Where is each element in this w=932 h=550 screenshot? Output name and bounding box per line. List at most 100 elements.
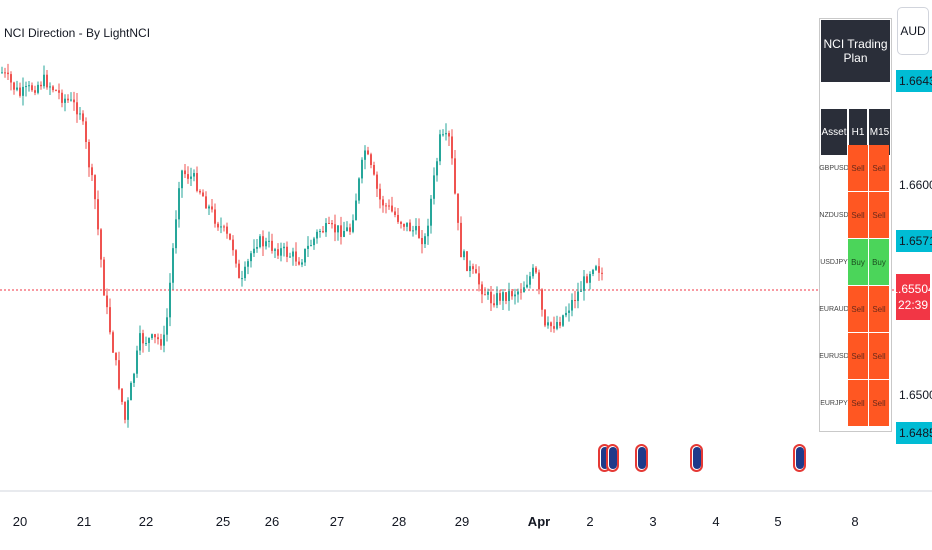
candle-body: [457, 193, 459, 223]
candle-body: [109, 307, 111, 333]
candle-body: [322, 230, 324, 233]
candle-body: [406, 222, 408, 227]
asset-label: GBPUSD: [819, 164, 849, 172]
candle-body: [280, 248, 282, 256]
candle-body: [433, 175, 435, 199]
candle-body: [55, 90, 57, 92]
price-tag-top: 1.66431: [896, 70, 932, 92]
candle-body: [301, 262, 303, 265]
candle-body: [43, 74, 45, 87]
candle-body: [490, 291, 492, 304]
flag-icon[interactable]: [635, 444, 648, 472]
currency-button[interactable]: AUD: [897, 7, 929, 55]
candle-body: [115, 352, 117, 361]
asset-label: EURJPY: [820, 399, 848, 407]
candle-body: [214, 209, 216, 224]
signal-m15: Sell: [869, 192, 889, 238]
flag-icon[interactable]: [793, 444, 806, 472]
asset-label: USDJPY: [820, 258, 848, 266]
candle-body: [328, 223, 330, 225]
candle-body: [478, 273, 480, 285]
candle-body: [331, 223, 333, 225]
candle-body: [262, 236, 264, 247]
flag-icon[interactable]: [606, 444, 619, 472]
candle-body: [346, 227, 348, 231]
candle-body: [31, 85, 33, 91]
candle-body: [7, 72, 9, 75]
candle-body: [415, 226, 417, 231]
candle-body: [319, 230, 321, 232]
flag-icon[interactable]: [690, 444, 703, 472]
candle-body: [217, 223, 219, 228]
candle-body: [448, 133, 450, 137]
candle-body: [25, 86, 27, 88]
candle-body: [286, 246, 288, 257]
candle-body: [529, 276, 531, 285]
candle-body: [511, 291, 513, 297]
candle-body: [223, 226, 225, 228]
candle-body: [571, 299, 573, 311]
candle-body: [385, 205, 387, 207]
candle-body: [598, 266, 600, 273]
candle-body: [310, 245, 312, 247]
candle-body: [1, 72, 3, 74]
candle-body: [523, 287, 525, 293]
candle-body: [124, 401, 126, 420]
candle-body: [364, 150, 366, 160]
signal-m15: Sell: [869, 286, 889, 332]
candle-body: [532, 267, 534, 277]
candle-body: [73, 99, 75, 103]
candle-body: [568, 310, 570, 313]
candle-body: [130, 382, 132, 401]
candle-body: [106, 295, 108, 308]
candle-body: [121, 388, 123, 402]
candle-body: [184, 170, 186, 175]
candle-body: [445, 133, 447, 135]
candle-body: [187, 174, 189, 179]
candle-body: [436, 161, 438, 176]
candle-body: [178, 188, 180, 220]
candle-body: [256, 247, 258, 249]
signal-h1: Sell: [848, 192, 868, 238]
candle-body: [46, 74, 48, 88]
candle-body: [559, 322, 561, 326]
candle-body: [505, 292, 507, 301]
candle-body: [235, 250, 237, 264]
price-tag-mid: 1.65714: [896, 230, 932, 252]
candle-body: [58, 90, 60, 93]
candle-body: [265, 241, 267, 247]
candle-body: [595, 266, 597, 270]
date-label: 27: [329, 514, 345, 529]
candle-body: [67, 98, 69, 101]
candle-body: [250, 253, 252, 262]
candle-body: [118, 360, 120, 389]
candlestick-series: [1, 63, 603, 428]
candle-body: [391, 205, 393, 212]
candle-body: [502, 292, 504, 301]
indicator-title[interactable]: NCI Direction - By LightNCI: [4, 26, 151, 40]
candle-body: [181, 170, 183, 189]
candle-body: [394, 211, 396, 215]
candle-body: [133, 373, 135, 383]
candle-body: [208, 206, 210, 209]
date-label: 2: [586, 514, 594, 529]
candle-body: [517, 291, 519, 295]
candle-body: [352, 220, 354, 232]
candle-body: [166, 317, 168, 335]
candle-body: [475, 269, 477, 274]
candle-body: [283, 246, 285, 249]
candle-body: [148, 338, 150, 344]
candle-body: [355, 200, 357, 221]
candle-body: [454, 158, 456, 194]
candle-body: [61, 92, 63, 103]
candle-body: [574, 299, 576, 302]
candle-body: [82, 113, 84, 122]
candle-body: [349, 227, 351, 232]
candle-body: [544, 309, 546, 326]
candle-body: [169, 282, 171, 318]
candle-body: [40, 84, 42, 87]
candle-body: [196, 173, 198, 191]
candle-body: [88, 142, 90, 168]
price-tag-bottom: 1.64855: [896, 422, 932, 444]
